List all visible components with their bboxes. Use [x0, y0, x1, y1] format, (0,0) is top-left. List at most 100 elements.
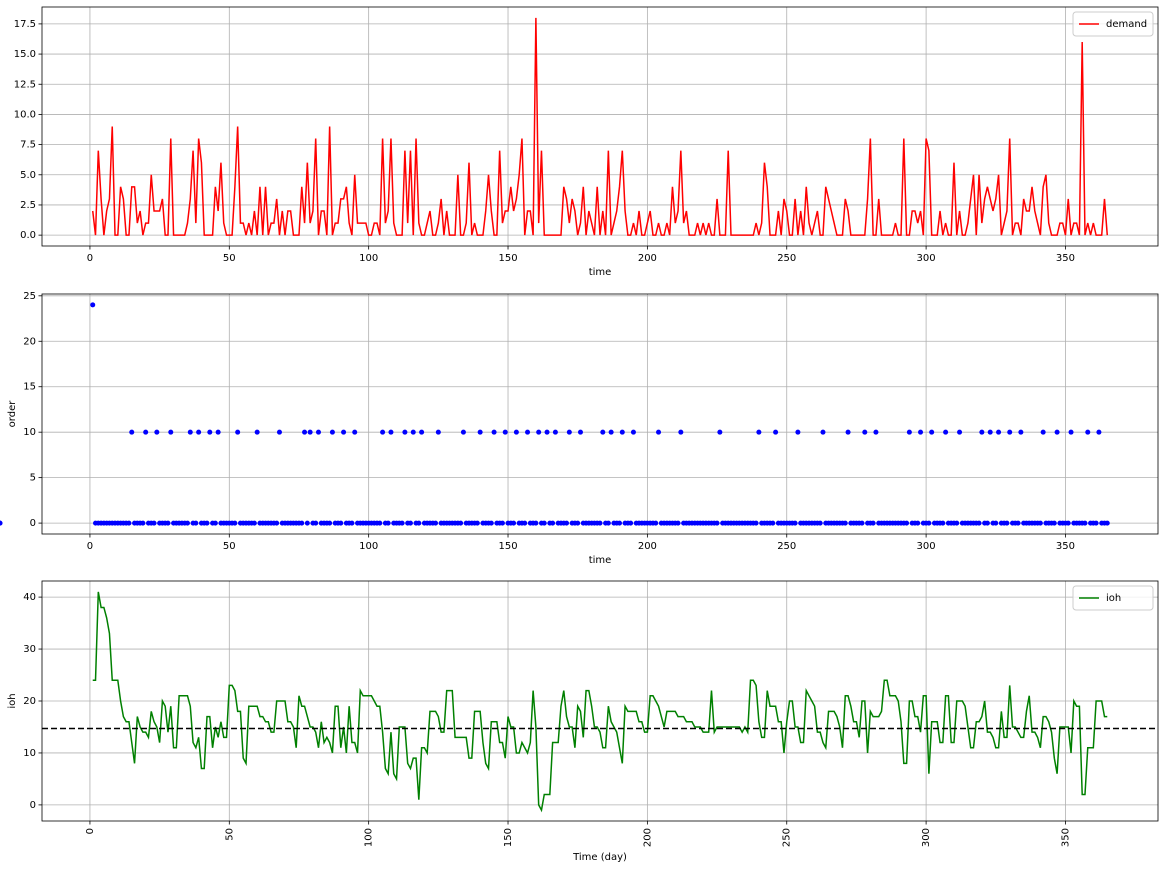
legend-box	[1072, 11, 1154, 37]
point	[307, 429, 313, 435]
point	[274, 520, 280, 526]
point	[410, 429, 416, 435]
point	[929, 429, 935, 435]
x-tick-label: 250	[782, 828, 793, 847]
y-tick-label: 15.0	[14, 49, 36, 60]
x-tick-label: 150	[503, 828, 514, 847]
point	[143, 429, 149, 435]
x-tick-label: 0	[87, 541, 93, 552]
point	[773, 429, 779, 435]
point	[407, 520, 413, 526]
point	[756, 429, 762, 435]
point	[232, 520, 238, 526]
legend-label: ioh	[1106, 593, 1121, 604]
x-tick-label: 250	[777, 541, 796, 552]
y-axis-label: ioh	[7, 693, 18, 708]
point	[349, 520, 355, 526]
y-tick-label: 7.5	[20, 140, 36, 151]
x-tick-label: 150	[498, 253, 517, 264]
point	[338, 520, 344, 526]
point	[926, 520, 932, 526]
point	[600, 429, 606, 435]
x-tick-label: 100	[364, 828, 375, 847]
point	[474, 520, 480, 526]
y-tick-label: 0	[30, 800, 36, 811]
point	[544, 429, 550, 435]
point	[377, 520, 383, 526]
point	[1054, 429, 1060, 435]
point	[513, 429, 519, 435]
y-tick-label: 15	[23, 382, 36, 393]
point	[577, 429, 583, 435]
y-tick-label: 20	[23, 696, 36, 707]
point	[817, 520, 823, 526]
x-tick-label: 0	[85, 828, 96, 834]
point	[380, 429, 386, 435]
point	[90, 302, 96, 308]
point	[419, 429, 425, 435]
point	[845, 429, 851, 435]
point	[987, 429, 993, 435]
y-tick-label: 12.5	[14, 79, 36, 90]
point	[717, 429, 723, 435]
point	[402, 429, 408, 435]
point	[388, 429, 394, 435]
y-tick-label: 30	[23, 644, 36, 655]
point	[984, 520, 990, 526]
point	[165, 520, 171, 526]
x-tick-label: 350	[1056, 541, 1075, 552]
point	[597, 520, 603, 526]
point	[193, 520, 199, 526]
axes-frame	[41, 6, 1159, 247]
point	[435, 429, 441, 435]
point	[904, 520, 910, 526]
point	[714, 520, 720, 526]
line	[91, 17, 1109, 236]
point	[996, 429, 1002, 435]
point	[1068, 429, 1074, 435]
point	[416, 520, 422, 526]
point	[154, 429, 160, 435]
point	[957, 429, 963, 435]
x-tick-label: 350	[1056, 253, 1075, 264]
point	[862, 429, 868, 435]
x-axis-label: time	[589, 267, 612, 278]
point	[525, 429, 531, 435]
point	[605, 520, 611, 526]
y-tick-label: 40	[23, 592, 36, 603]
point	[329, 429, 335, 435]
point	[168, 429, 174, 435]
point	[541, 520, 547, 526]
x-tick-label: 300	[917, 253, 936, 264]
point	[976, 520, 982, 526]
point	[820, 429, 826, 435]
point	[511, 520, 517, 526]
y-axis-label: order	[7, 400, 18, 428]
point	[533, 520, 539, 526]
point	[770, 520, 776, 526]
point	[302, 429, 308, 435]
point	[1085, 429, 1091, 435]
legend-label: demand	[1106, 19, 1147, 30]
point	[915, 520, 921, 526]
point	[460, 429, 466, 435]
point	[502, 429, 508, 435]
x-tick-label: 100	[359, 541, 378, 552]
point	[792, 520, 798, 526]
point	[458, 520, 464, 526]
point	[491, 429, 497, 435]
y-tick-label: 10	[23, 748, 36, 759]
point	[566, 429, 572, 435]
y-tick-label: 25	[23, 291, 36, 302]
y-tick-label: 5.0	[20, 170, 36, 181]
point	[873, 429, 879, 435]
point	[859, 520, 865, 526]
point	[940, 520, 946, 526]
x-tick-label: 50	[223, 253, 236, 264]
point	[187, 429, 193, 435]
axes-frame	[41, 580, 1159, 822]
point	[943, 429, 949, 435]
point	[564, 520, 570, 526]
point	[906, 429, 912, 435]
